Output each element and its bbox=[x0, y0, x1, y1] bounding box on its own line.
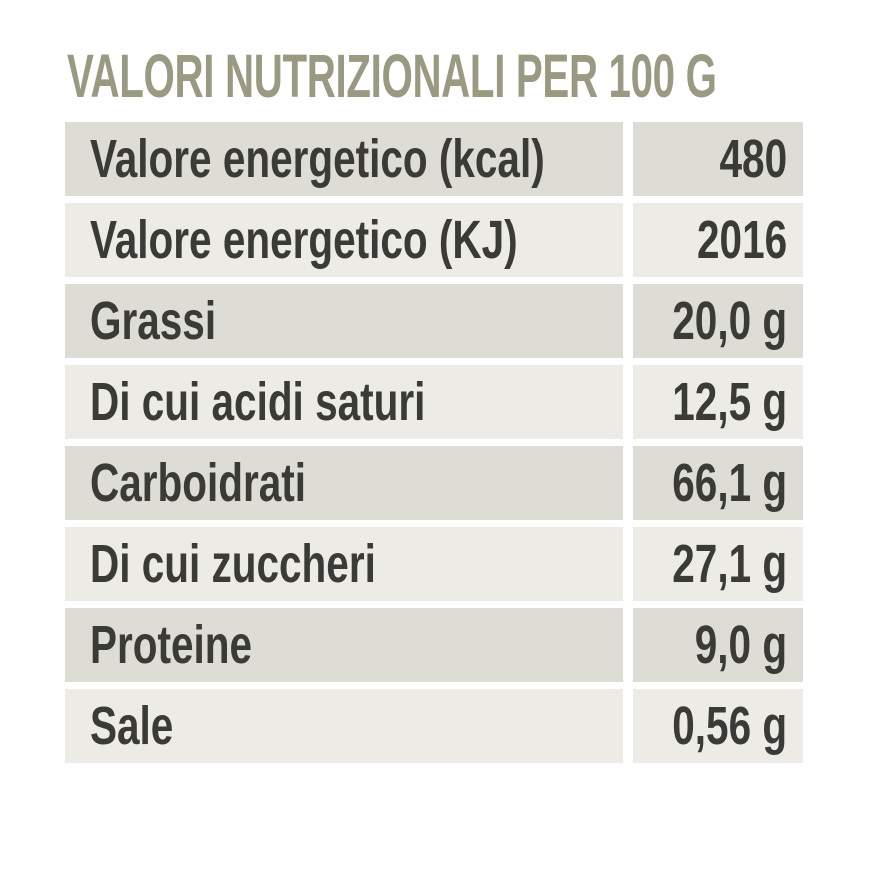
row-value: 66,1 g bbox=[672, 452, 787, 513]
row-value-cell: 2016 bbox=[633, 203, 803, 277]
table-row: Grassi 20,0 g bbox=[65, 284, 803, 358]
nutrition-table: Valore energetico (kcal) 480 Valore ener… bbox=[65, 122, 803, 763]
row-value-cell: 480 bbox=[633, 122, 803, 196]
row-value: 0,56 g bbox=[672, 695, 787, 756]
table-row: Di cui acidi saturi 12,5 g bbox=[65, 365, 803, 439]
row-value-cell: 12,5 g bbox=[633, 365, 803, 439]
table-row: Carboidrati 66,1 g bbox=[65, 446, 803, 520]
row-value-cell: 9,0 g bbox=[633, 608, 803, 682]
row-label-cell: Valore energetico (kcal) bbox=[65, 122, 623, 196]
row-value: 12,5 g bbox=[672, 371, 787, 432]
row-label-cell: Proteine bbox=[65, 608, 623, 682]
row-label: Di cui acidi saturi bbox=[90, 371, 426, 432]
row-label: Valore energetico (kcal) bbox=[90, 128, 545, 189]
row-value-cell: 66,1 g bbox=[633, 446, 803, 520]
table-row: Sale 0,56 g bbox=[65, 689, 803, 763]
row-label-cell: Sale bbox=[65, 689, 623, 763]
table-row: Proteine 9,0 g bbox=[65, 608, 803, 682]
row-value: 20,0 g bbox=[672, 290, 787, 351]
row-label: Grassi bbox=[90, 290, 217, 351]
row-label: Di cui zuccheri bbox=[90, 533, 376, 594]
row-value-cell: 0,56 g bbox=[633, 689, 803, 763]
row-label-cell: Carboidrati bbox=[65, 446, 623, 520]
row-label-cell: Di cui zuccheri bbox=[65, 527, 623, 601]
table-row: Di cui zuccheri 27,1 g bbox=[65, 527, 803, 601]
page-title: VALORI NUTRIZIONALI PER 100 G bbox=[67, 42, 717, 110]
row-label: Carboidrati bbox=[90, 452, 307, 513]
table-row: Valore energetico (kcal) 480 bbox=[65, 122, 803, 196]
row-value: 9,0 g bbox=[694, 614, 787, 675]
row-label: Proteine bbox=[90, 614, 253, 675]
row-value-cell: 20,0 g bbox=[633, 284, 803, 358]
row-value: 2016 bbox=[696, 209, 787, 270]
row-value-cell: 27,1 g bbox=[633, 527, 803, 601]
row-label: Valore energetico (KJ) bbox=[90, 209, 518, 270]
table-row: Valore energetico (KJ) 2016 bbox=[65, 203, 803, 277]
row-label: Sale bbox=[90, 695, 174, 756]
row-value: 27,1 g bbox=[672, 533, 787, 594]
row-label-cell: Valore energetico (KJ) bbox=[65, 203, 623, 277]
row-label-cell: Di cui acidi saturi bbox=[65, 365, 623, 439]
row-value: 480 bbox=[719, 128, 787, 189]
row-label-cell: Grassi bbox=[65, 284, 623, 358]
